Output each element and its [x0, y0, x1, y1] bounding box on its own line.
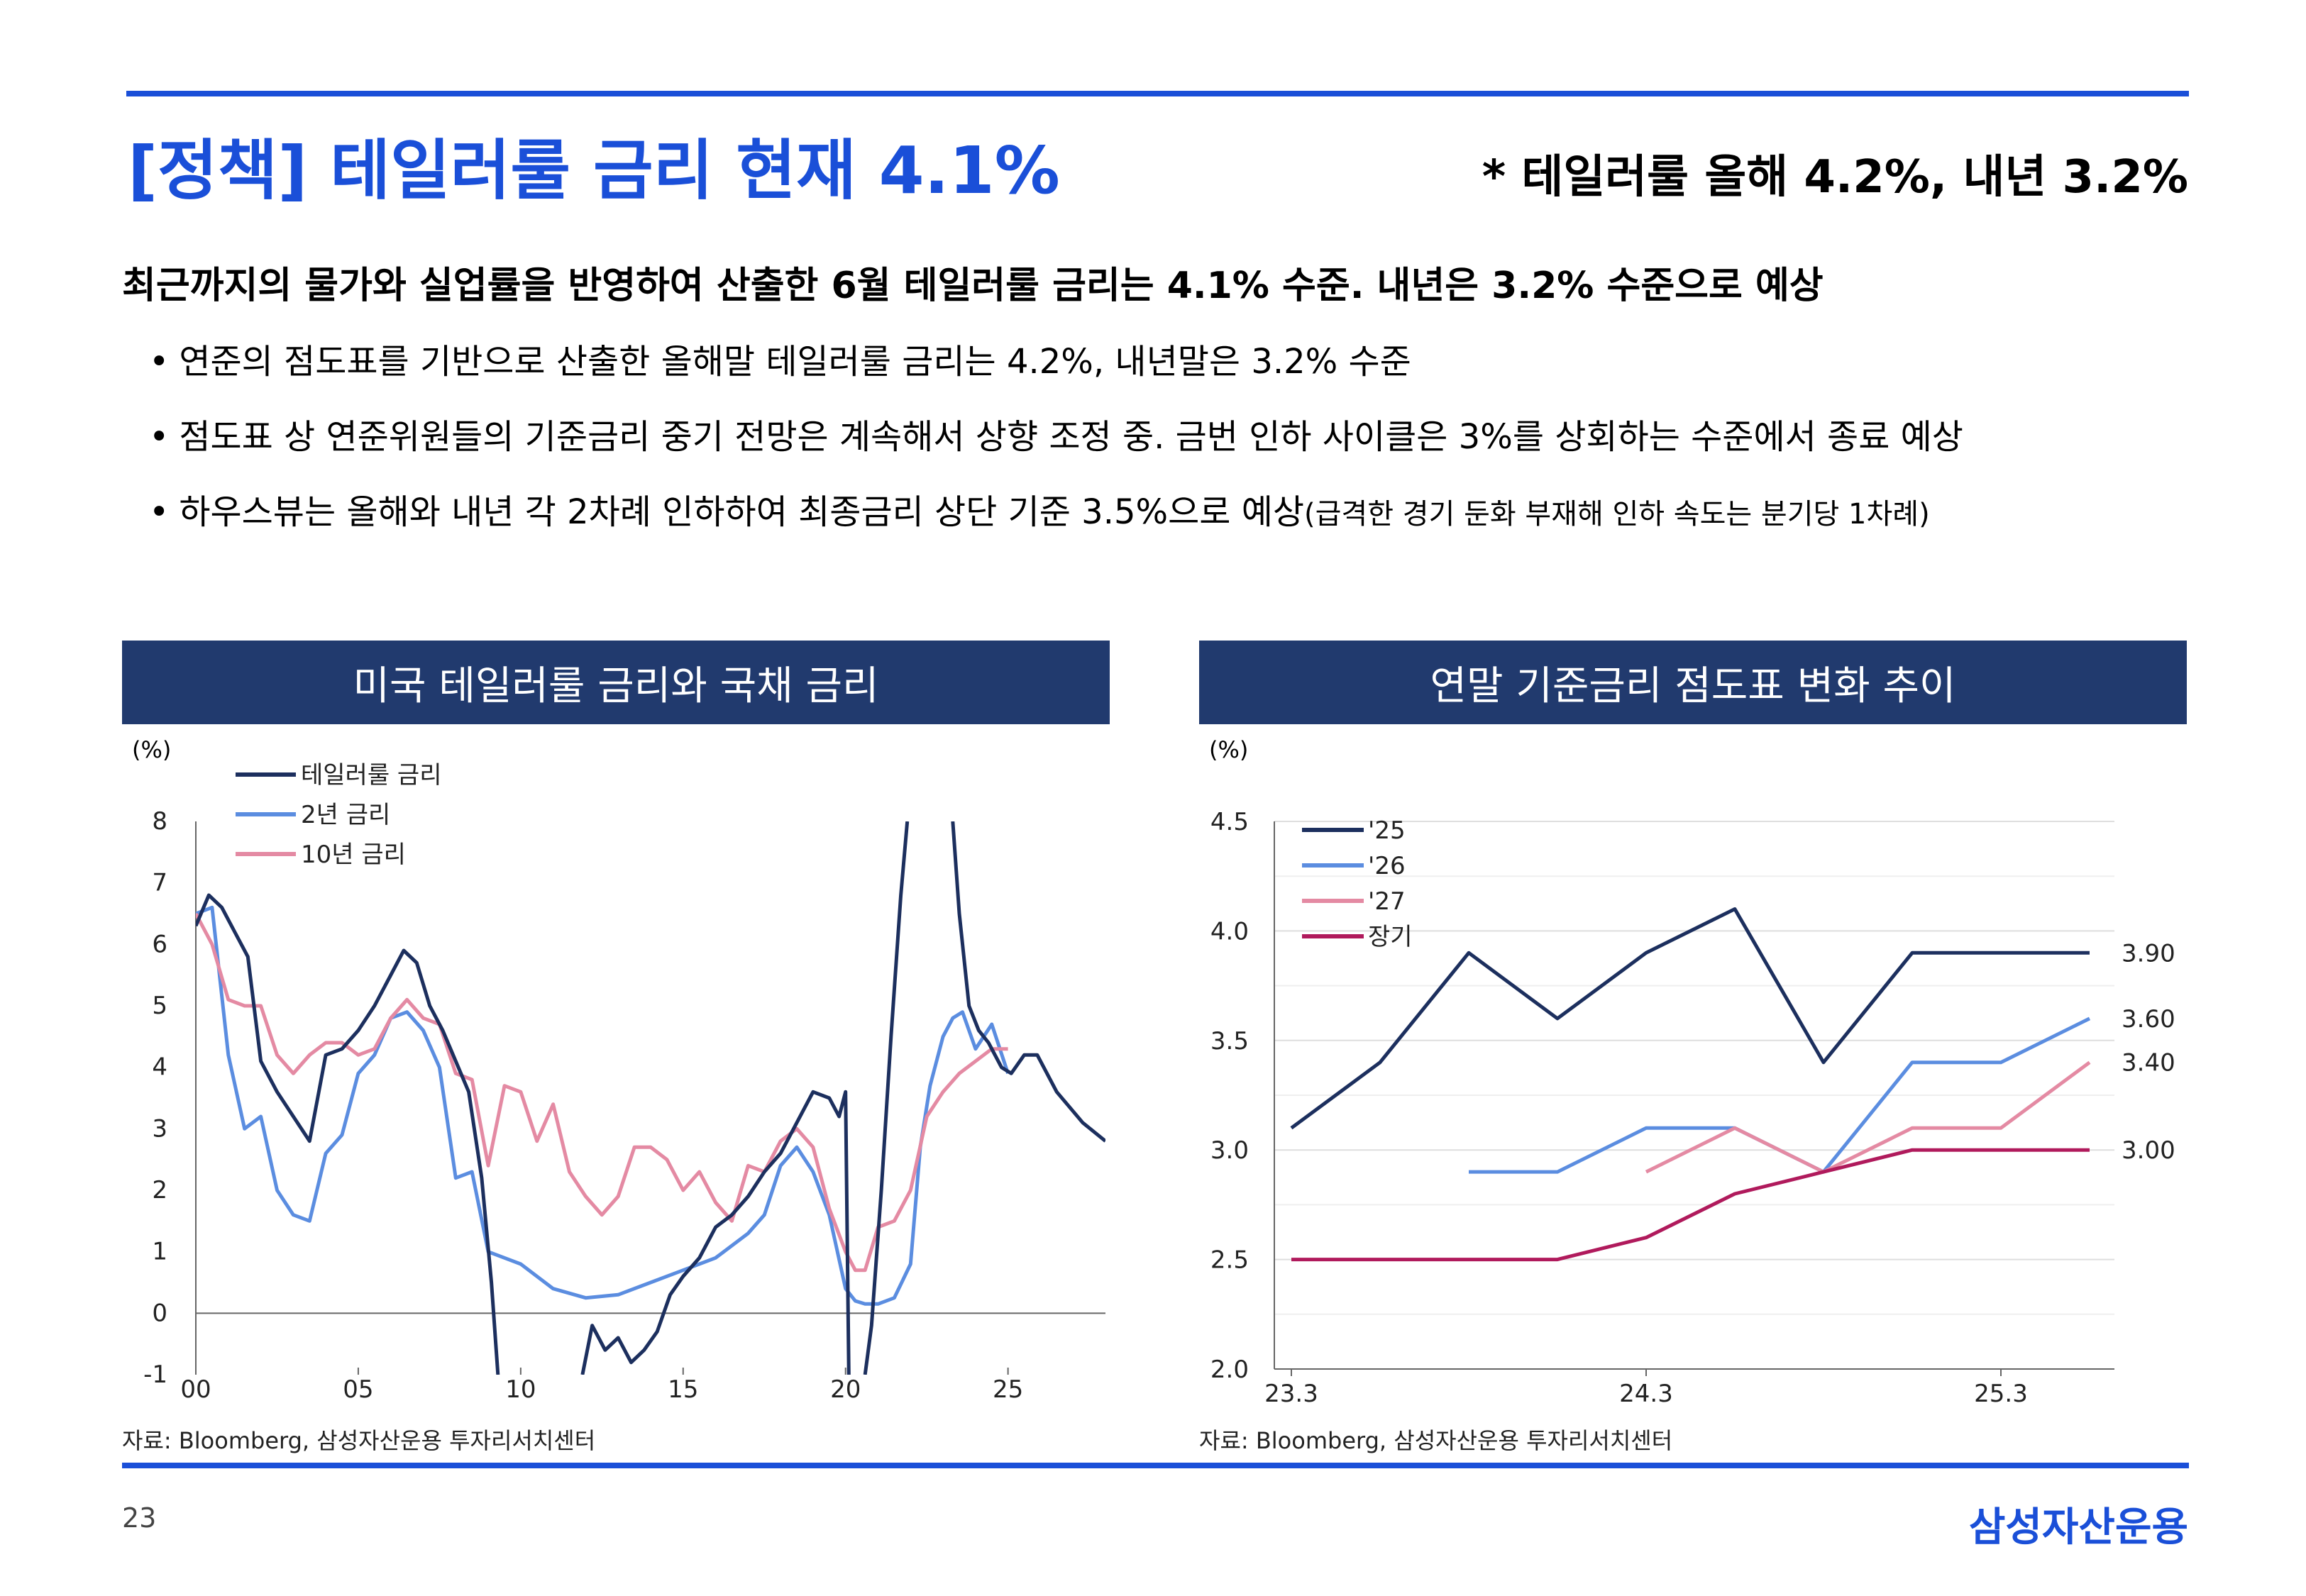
chart-left-title: 미국 테일러룰 금리와 국채 금리 [122, 641, 1110, 724]
x-tick-label: 25 [993, 1375, 1023, 1404]
end-value-label: 3.90 [2122, 939, 2175, 968]
y-tick-label: 3.0 [1210, 1136, 1249, 1165]
legend-label: '25 [1368, 816, 1406, 845]
legend-label: 2년 금리 [301, 801, 390, 829]
x-tick-label: 25.3 [1974, 1380, 2028, 1408]
side-note: * 테일러룰 올해 4.2%, 내년 3.2% [1482, 151, 2188, 204]
y-tick-label: 1 [152, 1238, 167, 1266]
series-line-3 [951, 821, 1105, 1143]
series-line-3 [1291, 1148, 2090, 1262]
series-line-2 [863, 821, 910, 1375]
bottom-rule [122, 1463, 2189, 1468]
unit-label: (%) [132, 736, 171, 763]
y-tick-label: 6 [152, 930, 167, 958]
series-line-0 [196, 893, 500, 1375]
page-title: [정책] 테일러룰 금리 현재 4.1% [128, 133, 1060, 209]
unit-label: (%) [1209, 736, 1248, 763]
chart-left-source: 자료: Bloomberg, 삼성자산운용 투자리서치센터 [122, 1427, 596, 1454]
y-tick-label: 7 [152, 869, 167, 897]
legend-label: 장기 [1368, 923, 1413, 951]
bullet-mark: • [149, 492, 170, 532]
x-tick-label: 20 [830, 1375, 861, 1404]
y-tick-label: 3 [152, 1114, 167, 1143]
lead-sentence: 최근까지의 물가와 실업률을 반영하여 산출한 6월 테일러룰 금리는 4.1%… [122, 265, 1824, 307]
x-tick-label: 10 [505, 1375, 536, 1404]
x-tick-label: 05 [343, 1375, 373, 1404]
bullet-text: 연준의 점도표를 기반으로 산출한 올해말 테일러룰 금리는 4.2%, 내년말… [179, 342, 1411, 382]
y-tick-label: 4.0 [1210, 917, 1249, 946]
bullet-mark: • [149, 342, 170, 382]
bullet-text: 하우스뷰는 올해와 내년 각 2차례 인하하여 최종금리 상단 기준 3.5%으… [179, 492, 1305, 532]
y-tick-label: 4 [152, 1053, 167, 1082]
x-tick-label: 24.3 [1619, 1380, 1673, 1408]
y-tick-label: 2.0 [1210, 1356, 1249, 1384]
legend-label: 테일러룰 금리 [301, 761, 442, 789]
chart-right-source: 자료: Bloomberg, 삼성자산운용 투자리서치센터 [1199, 1427, 1673, 1454]
bullet-2: • 점도표 상 연준위원들의 기준금리 중기 전망은 계속해서 상향 조정 중. … [149, 409, 1963, 458]
taylor-rule-chart: (%) -1 0 1 2 3 4 5 6 7 8 00 05 10 15 20 25 테일러룰 금리 2년 금리 10… [132, 736, 1105, 1404]
page-number: 23 [122, 1502, 157, 1534]
y-tick-label: 2 [152, 1176, 167, 1204]
legend-label: '26 [1368, 852, 1406, 880]
bullet-note: (급격한 경기 둔화 부재해 인하 속도는 분기당 1차례) [1304, 498, 1930, 531]
y-tick-label: 0 [152, 1299, 167, 1327]
end-value-label: 3.00 [2122, 1136, 2175, 1165]
top-rule [126, 91, 2189, 96]
series-line-1 [580, 1090, 851, 1375]
x-tick-label: 15 [668, 1375, 698, 1404]
y-tick-label: 3.5 [1210, 1027, 1249, 1055]
series-line-2 [1645, 1060, 2091, 1174]
bullet-mark: • [149, 417, 170, 457]
bullet-1: • 연준의 점도표를 기반으로 산출한 올해말 테일러룰 금리는 4.2%, 내년… [149, 333, 1411, 383]
legend-label: '27 [1368, 887, 1406, 916]
series-line-4 [196, 905, 1010, 1306]
y-tick-label: 8 [152, 807, 167, 836]
end-value-label: 3.40 [2122, 1049, 2175, 1077]
dot-plot-chart: (%) 2.0 2.5 3.0 3.5 4.0 4.5 23.3 24.3 25.3 '25 '26 '… [1209, 736, 2175, 1408]
x-tick-label: 00 [180, 1375, 211, 1404]
chart-right-title: 연말 기준금리 점도표 변화 추이 [1199, 641, 2187, 724]
y-tick-label: -1 [143, 1361, 167, 1389]
legend-label: 10년 금리 [301, 841, 406, 869]
bullet-text: 점도표 상 연준위원들의 기준금리 중기 전망은 계속해서 상향 조정 중. 금… [179, 417, 1963, 457]
bullet-3: • 하우스뷰는 올해와 내년 각 2차례 인하하여 최종금리 상단 기준 3.5%… [149, 484, 1930, 533]
y-tick-label: 5 [152, 992, 167, 1020]
series-line-5 [196, 912, 1008, 1273]
x-tick-label: 23.3 [1264, 1380, 1318, 1408]
y-tick-label: 2.5 [1210, 1246, 1249, 1275]
brand-logo: 삼성자산운용 [1968, 1504, 2188, 1551]
series-line-0 [1290, 907, 2090, 1130]
y-tick-label: 4.5 [1210, 808, 1249, 836]
end-value-label: 3.60 [2122, 1005, 2175, 1033]
